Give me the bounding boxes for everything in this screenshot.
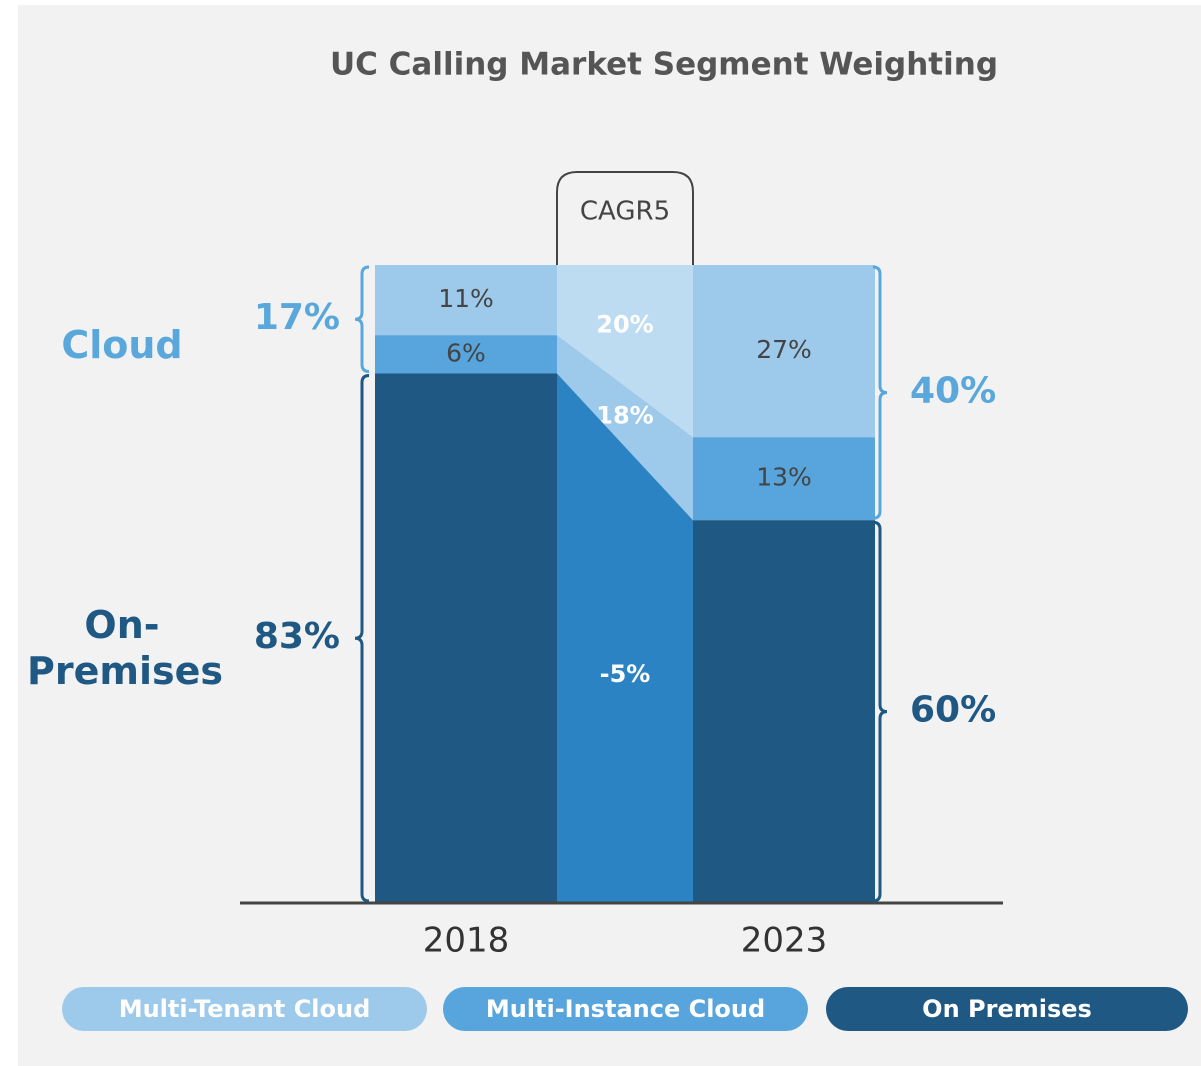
cagr-connector [557,373,693,904]
legend-label: Multi-Tenant Cloud [119,995,371,1023]
cagr-connector [557,335,693,521]
cagr-label: CAGR5 [580,197,670,227]
legend-pill [826,987,1188,1031]
group-value-label: 40% [910,371,996,412]
group-name: Cloud [61,323,183,367]
chart-title: UC Calling Market Segment Weighting [330,47,998,83]
cagr-value-label: 18% [596,402,653,430]
group-value-label: 17% [254,297,340,338]
legend-label: On Premises [922,995,1092,1023]
bar-segment [375,335,557,374]
group-name: On-Premises [27,603,223,693]
group-bracket [354,265,370,373]
group-value-label: 60% [910,690,996,731]
bar-segment [375,373,557,904]
group-value-label: 83% [254,616,340,657]
value-label: 6% [446,338,486,367]
x-tick-label: 2023 [741,921,828,961]
group-bracket [872,265,888,520]
group-bracket [872,520,888,903]
value-label: 13% [756,463,812,492]
bar-segment [693,520,875,903]
bar-segment [693,437,875,521]
group-bracket [354,373,370,903]
legend-label: Multi-Instance Cloud [486,995,765,1023]
cagr-value-label: -5% [600,660,651,688]
value-label: 11% [438,284,494,313]
cagr-connector [557,265,693,438]
bar-segment [375,265,557,336]
cagr-box [556,171,694,265]
cagr-value-label: 20% [596,311,653,339]
value-label: 27% [756,335,812,364]
x-tick-label: 2018 [423,921,510,961]
legend-pill [62,987,427,1031]
bar-segment [693,265,875,438]
legend-pill [443,987,808,1031]
